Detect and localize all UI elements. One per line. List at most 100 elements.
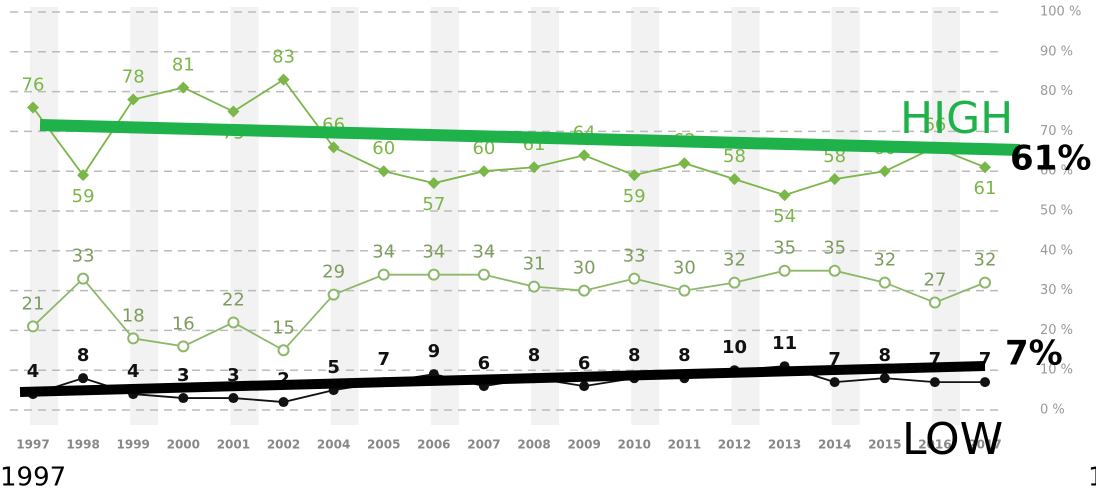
y-tick-label: 10 % (1040, 363, 1073, 378)
marker (327, 141, 340, 154)
marker (27, 320, 39, 333)
x-tick-label: 2001 (217, 438, 250, 452)
column-band (631, 7, 660, 425)
marker (980, 377, 990, 388)
data-label: 21 (22, 293, 45, 314)
marker (427, 177, 440, 190)
data-label: 33 (623, 246, 646, 267)
marker (227, 105, 240, 118)
x-tick-label: 1999 (117, 438, 150, 452)
x-tick-label: 1997 (16, 438, 49, 452)
data-label: 30 (673, 258, 696, 279)
marker (477, 165, 490, 178)
x-tick-label: 2010 (618, 438, 651, 452)
data-label: 60 (472, 138, 495, 159)
data-label: 4 (27, 361, 40, 382)
column-band (831, 7, 860, 425)
marker (728, 173, 741, 186)
marker (127, 332, 140, 345)
marker (678, 157, 691, 170)
data-label: 60 (372, 138, 395, 159)
marker (929, 377, 940, 388)
column-band (931, 7, 960, 425)
series-line (32, 78, 986, 197)
marker (528, 280, 541, 293)
marker (177, 81, 190, 94)
low-label: LOW (902, 414, 1003, 465)
data-label: 66 (923, 114, 946, 135)
x-tick-label: 2002 (267, 438, 300, 452)
marker (828, 173, 841, 186)
marker (377, 268, 390, 281)
data-label: 3 (227, 365, 240, 386)
x-tick-label: 2006 (417, 438, 450, 452)
marker (178, 393, 189, 404)
data-label: 61 (974, 178, 997, 199)
data-label: 34 (472, 242, 495, 263)
low-trend-line (19, 361, 986, 397)
column-band (531, 7, 560, 425)
x-tick-label: 2008 (517, 438, 550, 452)
data-label: 59 (623, 186, 646, 207)
background (30, 7, 960, 425)
data-label: 35 (823, 238, 846, 259)
column-band (130, 7, 159, 425)
marker (579, 381, 590, 392)
column-band (230, 7, 259, 425)
y-tick-label: 60 % (1040, 164, 1073, 179)
data-label: 34 (372, 242, 395, 263)
data-label: 5 (327, 357, 340, 378)
data-label: 27 (923, 270, 946, 291)
x-tick-label: 2015 (868, 438, 901, 452)
marker (227, 316, 240, 329)
column-band (430, 7, 459, 425)
marker (578, 149, 591, 162)
x-tick-label: 2013 (768, 438, 801, 452)
marker (477, 268, 490, 281)
data-label: 4 (127, 361, 140, 382)
marker (327, 288, 340, 301)
data-label: 8 (628, 345, 641, 366)
marker (578, 284, 591, 297)
data-label: 78 (122, 67, 145, 88)
y-tick-label: 100 % (1040, 5, 1081, 20)
data-label: 31 (523, 254, 546, 275)
y-tick-label: 20 % (1040, 323, 1073, 338)
marker (778, 189, 791, 202)
data-label: 83 (272, 47, 295, 68)
data-label: 6 (478, 353, 491, 374)
data-label: 32 (873, 250, 896, 271)
data-label: 11 (772, 333, 797, 354)
x-tick-label: 2000 (167, 438, 200, 452)
marker (879, 373, 890, 384)
x-tick-label: 2012 (718, 438, 751, 452)
marker (628, 272, 641, 285)
data-label: 6 (578, 353, 591, 374)
series-line (32, 269, 986, 352)
data-label: 8 (678, 345, 691, 366)
y-tick-label: 70 % (1040, 124, 1073, 139)
data-label: 54 (773, 206, 796, 227)
high-trend-line (39, 119, 1021, 156)
low-value: 7% (1005, 334, 1063, 374)
y-tick-label: 30 % (1040, 283, 1073, 298)
data-label: 7 (377, 349, 390, 370)
column-band (30, 7, 59, 425)
data-label: 35 (773, 238, 796, 259)
marker (928, 296, 941, 309)
data-label: 3 (177, 365, 190, 386)
data-label: 81 (172, 55, 195, 76)
marker (979, 161, 991, 174)
marker (77, 169, 90, 182)
data-label: 30 (573, 258, 596, 279)
end-year: 1 (1088, 463, 1096, 493)
data-label: 22 (222, 289, 245, 310)
data-label: 8 (77, 345, 90, 366)
data-label: 33 (72, 246, 95, 267)
marker (628, 169, 641, 182)
marker (77, 272, 90, 285)
marker (778, 264, 791, 277)
data-label: 7 (828, 349, 841, 370)
data-label: 10 (722, 337, 747, 358)
